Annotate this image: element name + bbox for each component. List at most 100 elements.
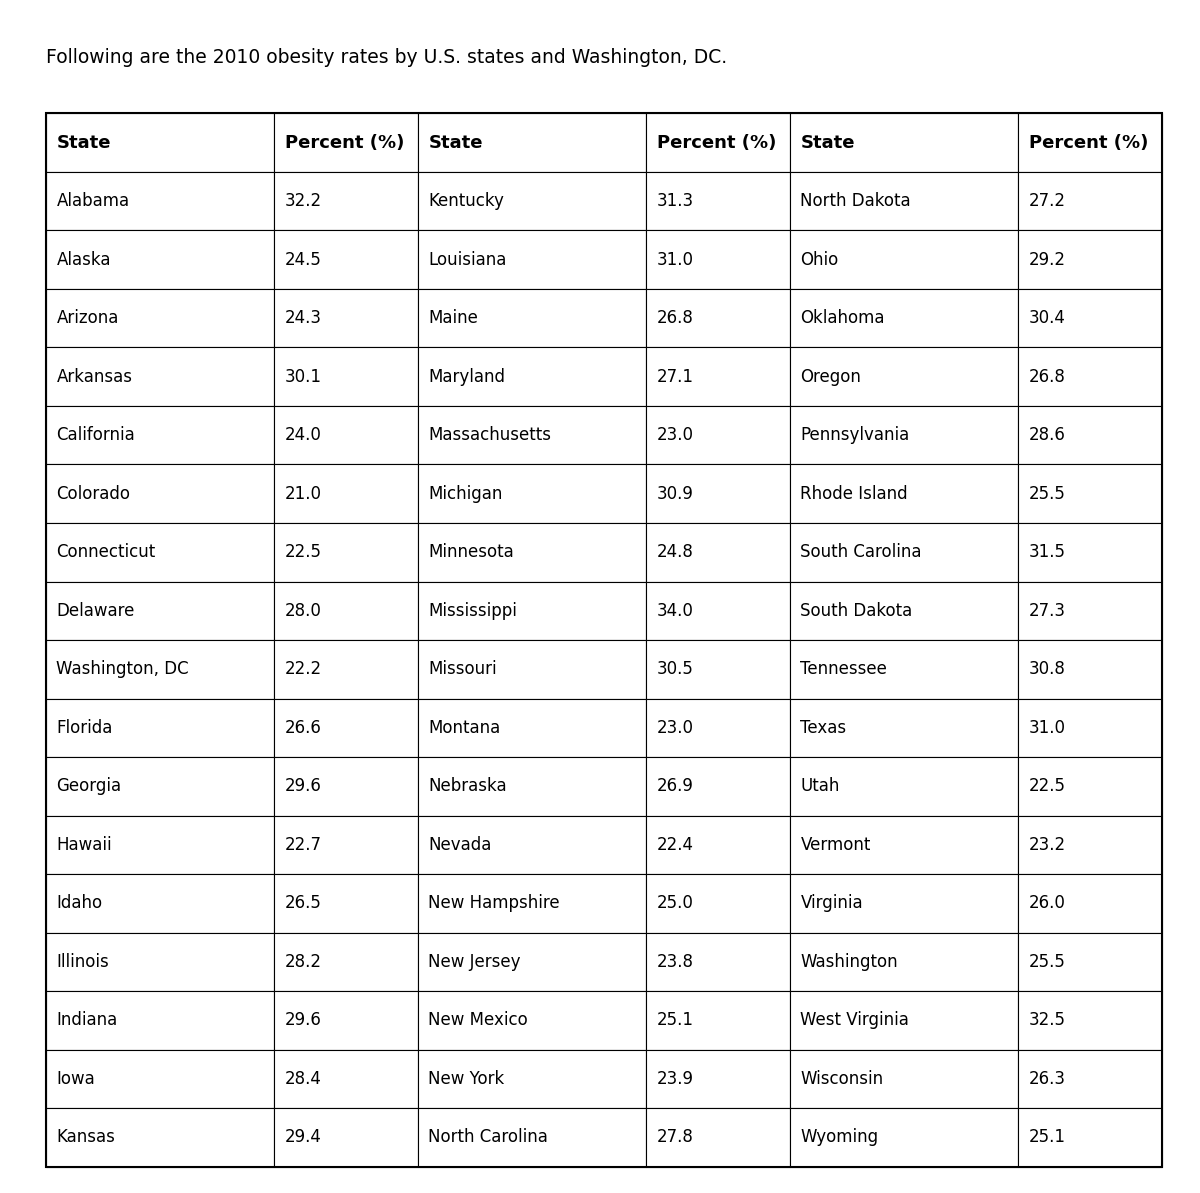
Text: 30.9: 30.9 — [656, 484, 694, 502]
Bar — [418, 933, 646, 991]
Bar — [790, 230, 1018, 289]
Bar — [646, 933, 790, 991]
Bar — [274, 113, 418, 172]
Bar — [646, 874, 790, 933]
Text: Massachusetts: Massachusetts — [428, 426, 552, 444]
Bar — [46, 113, 1162, 1167]
Text: 30.1: 30.1 — [284, 367, 322, 385]
Text: Arizona: Arizona — [56, 309, 119, 327]
Text: Hawaii: Hawaii — [56, 836, 112, 854]
Text: 22.2: 22.2 — [284, 660, 322, 679]
Bar — [46, 172, 274, 230]
Text: Tennessee: Tennessee — [800, 660, 887, 679]
Text: Minnesota: Minnesota — [428, 543, 514, 561]
Bar — [46, 1050, 274, 1108]
Text: 25.1: 25.1 — [1028, 1129, 1066, 1146]
Text: 29.2: 29.2 — [1028, 251, 1066, 268]
Bar — [46, 581, 274, 639]
Bar — [1018, 639, 1162, 699]
Bar — [1018, 933, 1162, 991]
Bar — [46, 289, 274, 347]
Text: 30.4: 30.4 — [1028, 309, 1066, 327]
Text: Colorado: Colorado — [56, 484, 131, 502]
Bar — [418, 523, 646, 581]
Bar — [790, 1050, 1018, 1108]
Text: Montana: Montana — [428, 719, 500, 737]
Bar — [46, 347, 274, 406]
Text: 22.5: 22.5 — [1028, 778, 1066, 796]
Bar — [46, 933, 274, 991]
Bar — [274, 464, 418, 523]
Bar — [1018, 1050, 1162, 1108]
Text: Washington, DC: Washington, DC — [56, 660, 190, 679]
Text: 27.1: 27.1 — [656, 367, 694, 385]
Text: 28.0: 28.0 — [284, 601, 322, 620]
Bar — [274, 874, 418, 933]
Bar — [274, 991, 418, 1050]
Bar — [274, 758, 418, 816]
Text: Texas: Texas — [800, 719, 846, 737]
Text: Nevada: Nevada — [428, 836, 492, 854]
Bar — [274, 1050, 418, 1108]
Bar — [46, 1108, 274, 1167]
Text: 31.3: 31.3 — [656, 192, 694, 210]
Bar — [646, 1108, 790, 1167]
Text: New Hampshire: New Hampshire — [428, 895, 560, 913]
Text: Delaware: Delaware — [56, 601, 134, 620]
Text: Georgia: Georgia — [56, 778, 121, 796]
Bar — [46, 699, 274, 758]
Text: Following are the 2010 obesity rates by U.S. states and Washington, DC.: Following are the 2010 obesity rates by … — [46, 48, 727, 67]
Text: 30.5: 30.5 — [656, 660, 694, 679]
Bar — [418, 464, 646, 523]
Text: Wisconsin: Wisconsin — [800, 1070, 883, 1088]
Text: 30.8: 30.8 — [1028, 660, 1066, 679]
Bar — [46, 874, 274, 933]
Text: 28.6: 28.6 — [1028, 426, 1066, 444]
Text: 23.2: 23.2 — [1028, 836, 1066, 854]
Text: 32.2: 32.2 — [284, 192, 322, 210]
Text: West Virginia: West Virginia — [800, 1012, 910, 1030]
Bar — [274, 933, 418, 991]
Bar — [418, 581, 646, 639]
Text: Indiana: Indiana — [56, 1012, 118, 1030]
Text: 26.8: 26.8 — [1028, 367, 1066, 385]
Bar — [274, 230, 418, 289]
Text: 31.0: 31.0 — [1028, 719, 1066, 737]
Text: Louisiana: Louisiana — [428, 251, 506, 268]
Bar — [274, 639, 418, 699]
Bar — [790, 523, 1018, 581]
Bar — [1018, 464, 1162, 523]
Bar — [274, 581, 418, 639]
Text: 31.0: 31.0 — [656, 251, 694, 268]
Bar — [418, 347, 646, 406]
Text: New Mexico: New Mexico — [428, 1012, 528, 1030]
Text: Connecticut: Connecticut — [56, 543, 156, 561]
Text: State: State — [56, 134, 110, 152]
Bar — [274, 1108, 418, 1167]
Text: Percent (%): Percent (%) — [284, 134, 404, 152]
Text: California: California — [56, 426, 136, 444]
Text: 29.6: 29.6 — [284, 778, 322, 796]
Text: 26.8: 26.8 — [656, 309, 694, 327]
Bar — [418, 406, 646, 464]
Bar — [274, 347, 418, 406]
Bar — [1018, 406, 1162, 464]
Text: Arkansas: Arkansas — [56, 367, 132, 385]
Bar — [274, 699, 418, 758]
Text: Percent (%): Percent (%) — [1028, 134, 1148, 152]
Bar — [1018, 172, 1162, 230]
Bar — [1018, 758, 1162, 816]
Bar — [418, 1108, 646, 1167]
Bar — [646, 172, 790, 230]
Text: Washington: Washington — [800, 953, 898, 971]
Text: Oklahoma: Oklahoma — [800, 309, 884, 327]
Bar — [790, 758, 1018, 816]
Bar — [46, 406, 274, 464]
Text: State: State — [428, 134, 482, 152]
Bar — [46, 230, 274, 289]
Text: Wyoming: Wyoming — [800, 1129, 878, 1146]
Text: New Jersey: New Jersey — [428, 953, 521, 971]
Text: Percent (%): Percent (%) — [656, 134, 776, 152]
Text: 34.0: 34.0 — [656, 601, 694, 620]
Text: 25.5: 25.5 — [1028, 484, 1066, 502]
